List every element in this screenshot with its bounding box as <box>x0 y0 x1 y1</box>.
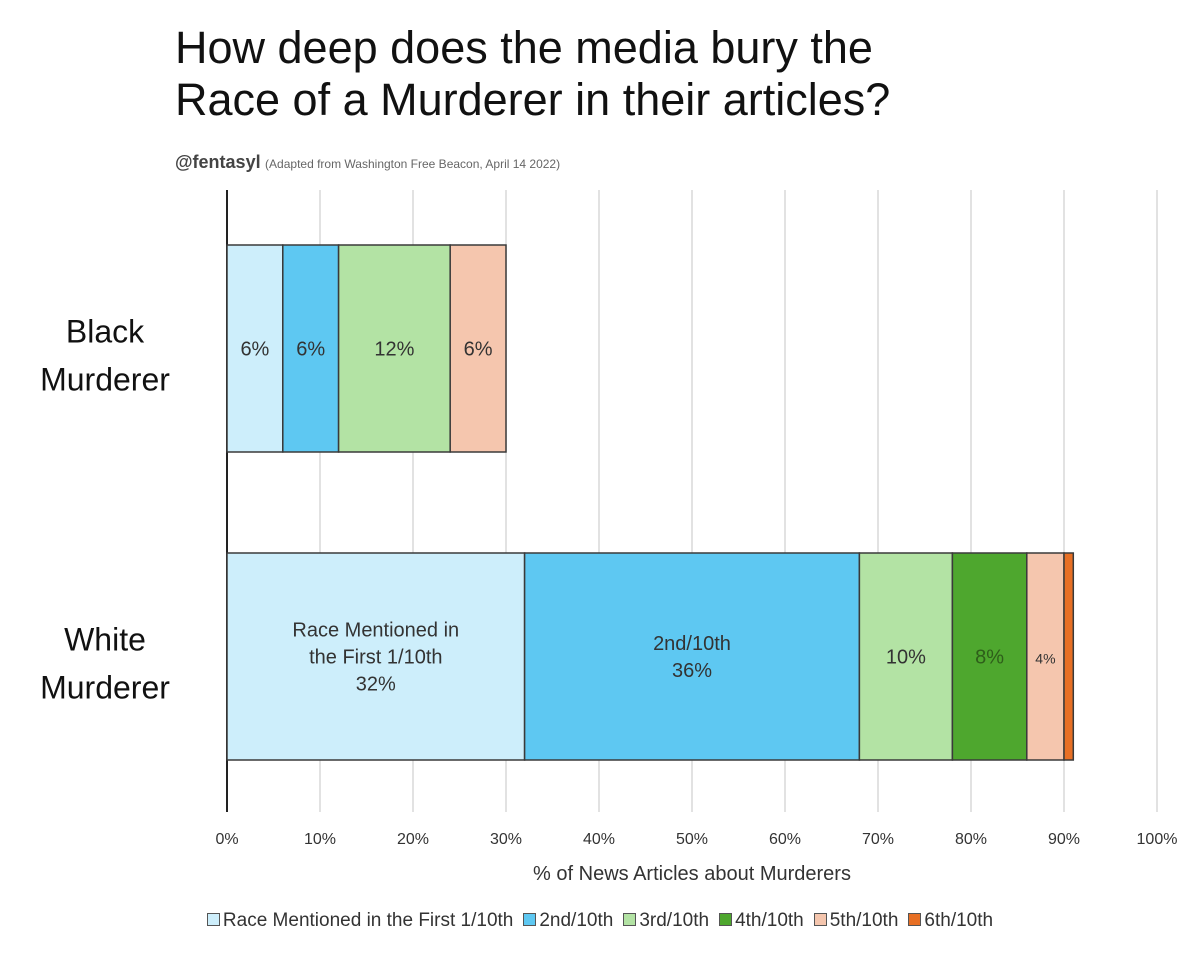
legend-label: Race Mentioned in the First 1/10th <box>222 910 514 931</box>
data-label: 10% <box>886 647 926 669</box>
data-label: 12% <box>374 339 414 361</box>
author: @fentasyl <box>175 152 261 172</box>
bar-segment <box>337 244 451 453</box>
x-tick-label: 80% <box>955 831 987 848</box>
title-line-2: Race of a Murderer in their articles? <box>175 74 891 125</box>
chart-title: How deep does the media bury the Race of … <box>175 22 890 126</box>
legend-swatch <box>206 913 220 926</box>
bar-segment <box>523 552 861 761</box>
legend-label: 2nd/10th <box>539 910 614 931</box>
legend-label: 5th/10th <box>829 910 899 931</box>
bar-segment <box>1026 552 1065 761</box>
legend-swatch <box>523 913 537 926</box>
chart-subtitle: @fentasyl (Adapted from Washington Free … <box>175 152 560 173</box>
legend-item: Race Mentioned in the First 1/10th <box>206 910 514 932</box>
x-tick-label: 60% <box>769 831 801 848</box>
legend-item: 4th/10th <box>719 910 804 932</box>
legend-label: 6th/10th <box>924 910 994 931</box>
x-tick-label: 70% <box>862 831 894 848</box>
bar-segment <box>226 552 526 761</box>
bar-segment <box>282 244 340 453</box>
x-tick-label: 20% <box>397 831 429 848</box>
x-tick-label: 30% <box>490 831 522 848</box>
data-label: 6% <box>240 339 269 361</box>
source-note: (Adapted from Washington Free Beacon, Ap… <box>265 157 561 171</box>
legend-swatch <box>623 913 637 926</box>
category-label: Black <box>66 314 145 350</box>
data-label: the First 1/10th <box>309 647 442 669</box>
bar-segment <box>951 552 1028 761</box>
legend-swatch <box>813 913 827 926</box>
legend-item: 3rd/10th <box>623 910 709 932</box>
x-tick-label: 90% <box>1048 831 1080 848</box>
legend-swatch <box>719 913 733 926</box>
bar-segment <box>858 552 954 761</box>
category-label: Murderer <box>40 670 170 706</box>
legend-item: 2nd/10th <box>523 910 613 932</box>
category-label: Murderer <box>40 362 170 398</box>
title-line-1: How deep does the media bury the <box>175 22 873 73</box>
x-tick-label: 0% <box>215 831 238 848</box>
legend-label: 4th/10th <box>735 910 804 931</box>
legend-item: 5th/10th <box>813 910 899 932</box>
legend-label: 3rd/10th <box>639 910 710 931</box>
data-label: 2nd/10th <box>653 633 731 655</box>
data-label: 32% <box>356 674 396 696</box>
legend-swatch <box>908 913 922 926</box>
category-label: White <box>64 622 146 658</box>
x-tick-label: 10% <box>304 831 336 848</box>
bar-segment <box>449 244 507 453</box>
data-label: 6% <box>296 339 325 361</box>
x-tick-label: 50% <box>676 831 708 848</box>
bar-segment <box>226 244 284 453</box>
data-label: 36% <box>672 660 712 682</box>
data-label: 6% <box>464 339 493 361</box>
bar-segment <box>1063 552 1075 761</box>
data-label: 8% <box>975 647 1004 669</box>
data-label: Race Mentioned in <box>292 620 459 642</box>
legend-item: 6th/10th <box>908 910 993 932</box>
x-tick-label: 40% <box>583 831 615 848</box>
data-label: 4% <box>1035 651 1055 667</box>
x-tick-label: 100% <box>1137 831 1178 848</box>
x-axis-title: % of News Articles about Murderers <box>533 863 851 885</box>
legend: Race Mentioned in the First 1/10th 2nd/10… <box>0 910 1200 932</box>
